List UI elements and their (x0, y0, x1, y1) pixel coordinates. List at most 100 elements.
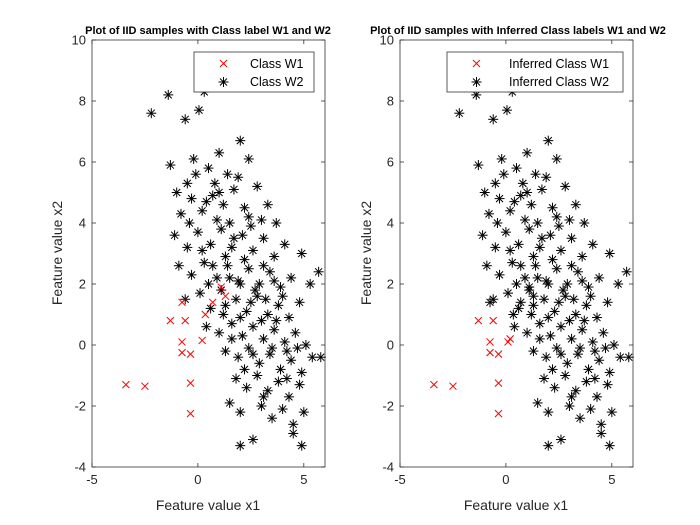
left-w2-point (260, 294, 271, 305)
left-w2-point (271, 315, 282, 326)
right-w2-point (477, 230, 488, 241)
right-w2-point (513, 303, 524, 314)
left-w2-point (296, 248, 307, 259)
right-w2-point (534, 242, 545, 253)
left-w2-point (211, 214, 222, 225)
left-w2-point (226, 318, 237, 329)
right-w2-point (547, 254, 558, 265)
left-w2-point (214, 187, 225, 198)
right-w2-point (564, 214, 575, 225)
left-w2-point (239, 202, 250, 213)
right-w2-point (577, 251, 588, 262)
left-w2-point (258, 333, 269, 344)
left-w1-point (201, 310, 210, 319)
left-w2-point (220, 346, 231, 357)
left-plot: Plot of IID samples with Class label W1 … (49, 25, 331, 513)
left-w2-point (307, 352, 318, 363)
right-w2-point (488, 294, 499, 305)
left-w2-point (173, 260, 184, 271)
right-x-tick-label: -5 (394, 472, 406, 487)
right-x-tick-label: 5 (608, 472, 615, 487)
left-w2-point (193, 105, 204, 116)
left-y-tick-label: -4 (74, 460, 86, 475)
left-w2-point (279, 336, 290, 347)
right-y-tick-label: 10 (380, 33, 394, 48)
right-w2-point (492, 218, 503, 228)
right-w2-point (585, 404, 596, 415)
right-w2-point (566, 260, 577, 271)
left-legend-box (193, 51, 315, 93)
right-w1-point (474, 316, 483, 325)
right-y-tick-label: 0 (387, 338, 394, 353)
right-w2-point (524, 285, 535, 296)
right-y-tick-label: -2 (382, 399, 394, 414)
right-w2-point (581, 376, 592, 387)
right-w2-point (598, 327, 609, 338)
right-legend-marker-w2 (471, 77, 482, 87)
left-w2-point (243, 343, 254, 354)
left-w2-point (300, 340, 311, 350)
left-w2-point (247, 245, 258, 256)
left-w2-point (235, 135, 246, 146)
right-w2-point (570, 309, 581, 320)
right-w2-point (505, 205, 516, 216)
left-w2-point (273, 300, 284, 311)
left-y-tick-label: 6 (79, 155, 86, 170)
right-w2-point (524, 224, 535, 235)
right-w2-point (583, 282, 594, 293)
left-w2-point (220, 251, 231, 262)
left-w2-point (247, 349, 258, 360)
left-y-tick-label: 0 (79, 338, 86, 353)
left-w2-point (239, 254, 250, 265)
right-w2-point (522, 327, 533, 338)
left-w2-point (277, 291, 288, 302)
left-w2-point (228, 184, 239, 195)
left-w2-point (294, 379, 305, 390)
right-w2-point (604, 367, 615, 378)
right-w2-point (532, 218, 543, 228)
left-w2-point (247, 434, 258, 445)
right-w2-point (532, 272, 543, 283)
left-w2-point (188, 153, 199, 164)
left-w2-point (313, 266, 324, 277)
right-w2-point (541, 352, 552, 363)
left-w1-point (166, 316, 175, 325)
left-y-tick-label: 4 (79, 216, 86, 231)
right-marks (430, 65, 634, 451)
right-w2-point (511, 163, 522, 174)
left-w2-point (245, 221, 256, 232)
left-w2-point (226, 333, 237, 344)
right-w2-point (526, 309, 537, 320)
right-legend-marker-w1 (472, 59, 481, 68)
right-w2-point (528, 291, 539, 302)
left-w2-point (216, 224, 227, 235)
left-w2-point (205, 239, 216, 250)
right-w2-point (555, 321, 566, 332)
right-w2-point (600, 343, 611, 354)
left-w2-point (226, 242, 237, 253)
left-w1-point (221, 292, 230, 301)
left-w2-point (267, 413, 278, 424)
right-w1-point (494, 379, 503, 387)
right-w2-point (579, 218, 590, 228)
right-w2-point (604, 440, 615, 451)
right-w2-point (606, 407, 617, 418)
right-w2-point (621, 266, 632, 277)
left-w1-point (178, 338, 186, 346)
right-w2-point (515, 260, 526, 271)
right-w2-point (577, 324, 588, 335)
right-w2-point (494, 193, 505, 204)
right-w2-point (587, 239, 598, 250)
left-w2-point (237, 230, 248, 241)
left-y-tick-label: 2 (79, 277, 86, 292)
right-w2-point (551, 211, 562, 222)
right-w2-point (575, 343, 586, 354)
right-w2-point (528, 300, 539, 311)
left-w2-point (273, 376, 284, 387)
right-w2-point (596, 428, 607, 439)
left-w2-point (252, 370, 263, 381)
left-w1-point (122, 380, 130, 389)
left-w2-point (245, 297, 256, 308)
left-w2-point (209, 178, 220, 189)
right-w2-point (555, 349, 566, 360)
